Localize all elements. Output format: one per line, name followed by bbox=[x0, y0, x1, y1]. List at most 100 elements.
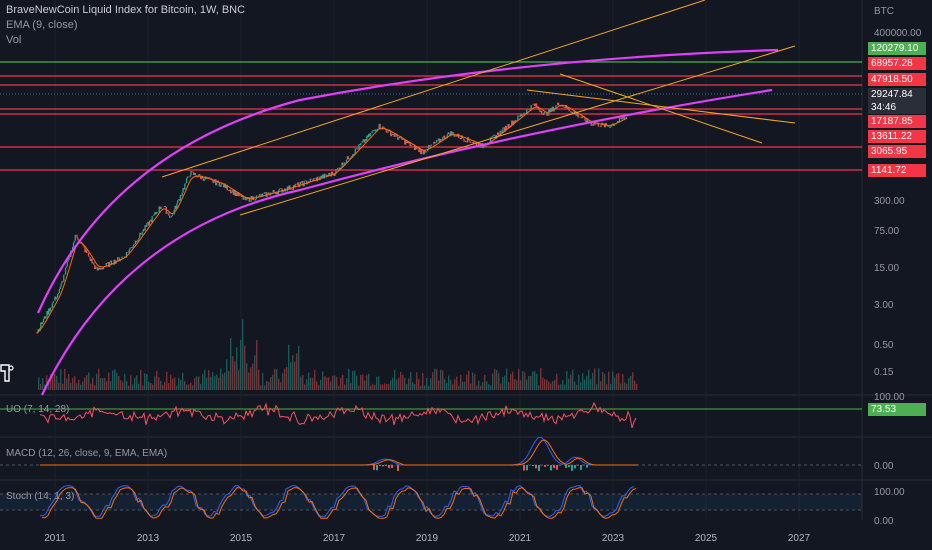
ema-label: EMA (9, close) bbox=[6, 19, 78, 31]
volume-bar bbox=[608, 371, 610, 390]
volume-bar bbox=[162, 384, 164, 390]
volume-bar bbox=[508, 381, 510, 390]
volume-bar bbox=[632, 372, 634, 390]
volume-bar bbox=[596, 384, 598, 390]
volume-bar bbox=[282, 372, 284, 390]
volume-bar bbox=[348, 368, 350, 390]
macd-histogram-bar bbox=[535, 465, 537, 469]
x-tick-2015: 2015 bbox=[230, 533, 253, 544]
volume-bar bbox=[532, 371, 534, 390]
volume-bar bbox=[48, 380, 50, 390]
volume-bar bbox=[150, 382, 152, 390]
volume-bar bbox=[86, 375, 88, 390]
volume-bar bbox=[346, 378, 348, 390]
volume-bar bbox=[500, 383, 502, 390]
volume-bar bbox=[180, 379, 182, 390]
volume-bar bbox=[498, 373, 500, 390]
price-tick-0: 400000.00 bbox=[874, 28, 922, 39]
stoch-k-line bbox=[39, 485, 635, 517]
stoch-band bbox=[0, 494, 862, 510]
volume-bar bbox=[332, 375, 334, 390]
volume-bar bbox=[226, 359, 228, 390]
level-badge-68957: 68957.28 bbox=[868, 57, 926, 70]
volume-bar bbox=[398, 377, 400, 390]
volume-bar bbox=[364, 380, 366, 390]
macd-histogram-bar bbox=[532, 465, 534, 466]
volume-bar bbox=[578, 374, 580, 390]
volume-bar bbox=[144, 373, 146, 390]
uo-axis-top: 100.00 bbox=[874, 392, 905, 403]
volume-bar bbox=[70, 382, 72, 390]
volume-bar bbox=[592, 372, 594, 390]
stoch-axis-bottom: 0.00 bbox=[874, 516, 894, 527]
volume-bar bbox=[406, 384, 408, 390]
volume-bar bbox=[464, 381, 466, 390]
x-tick-2027: 2027 bbox=[788, 533, 811, 544]
volume-bar bbox=[448, 375, 450, 390]
volume-bar bbox=[90, 383, 92, 390]
volume-bar bbox=[572, 369, 574, 390]
volume-bar bbox=[202, 374, 204, 390]
volume-bar bbox=[38, 377, 40, 390]
volume-bar bbox=[524, 372, 526, 390]
volume-bar bbox=[82, 381, 84, 390]
volume-bar bbox=[330, 381, 332, 390]
volume-bar bbox=[192, 385, 194, 390]
volume-bar bbox=[506, 368, 508, 390]
volume-bar bbox=[626, 383, 628, 390]
macd-histogram-bar bbox=[544, 465, 546, 467]
volume-bar bbox=[134, 377, 136, 390]
volume-bar bbox=[450, 379, 452, 390]
volume-bar bbox=[304, 384, 306, 390]
volume-bar bbox=[128, 385, 130, 390]
macd-histogram-bar bbox=[571, 465, 573, 471]
x-tick-2017: 2017 bbox=[323, 533, 346, 544]
volume-bar bbox=[186, 384, 188, 390]
volume-bar bbox=[56, 375, 58, 390]
volume-bar bbox=[434, 368, 436, 390]
volume-bar bbox=[470, 383, 472, 390]
macd-histogram-bar bbox=[553, 465, 555, 469]
volume-bar bbox=[262, 372, 264, 390]
volume-bar bbox=[142, 385, 144, 390]
volume-bar bbox=[188, 384, 190, 390]
volume-bar bbox=[274, 368, 276, 390]
volume-bar bbox=[460, 374, 462, 390]
volume-bar bbox=[138, 383, 140, 390]
volume-bar bbox=[244, 345, 246, 390]
macd-histogram-bar bbox=[556, 465, 558, 470]
macd-histogram-bar bbox=[379, 465, 381, 466]
macd-histogram-bar bbox=[526, 465, 528, 471]
x-tick-2011: 2011 bbox=[44, 533, 66, 544]
volume-bar bbox=[92, 377, 94, 390]
volume-bar bbox=[550, 383, 552, 390]
volume-bar bbox=[190, 382, 192, 390]
volume-bar bbox=[490, 385, 492, 390]
volume-bar bbox=[260, 385, 262, 390]
volume-bar bbox=[488, 384, 490, 390]
macd-histogram-bar bbox=[382, 465, 384, 467]
volume-bar bbox=[148, 381, 150, 390]
volume-bar bbox=[536, 373, 538, 390]
volume-bar bbox=[412, 382, 414, 390]
price-tick-4: 3.00 bbox=[874, 300, 894, 311]
volume-bar bbox=[438, 380, 440, 390]
volume-bar bbox=[60, 369, 62, 390]
volume-bar bbox=[402, 374, 404, 390]
volume-bar bbox=[440, 369, 442, 390]
volume-bar bbox=[340, 377, 342, 390]
volume-bar bbox=[118, 376, 120, 390]
volume-bar bbox=[548, 381, 550, 390]
volume-bar bbox=[272, 374, 274, 390]
volume-bar bbox=[116, 372, 118, 390]
volume-bar bbox=[88, 372, 90, 390]
volume-bar bbox=[372, 383, 374, 390]
price-tick-3: 15.00 bbox=[874, 263, 899, 274]
volume-bar bbox=[252, 363, 254, 390]
volume-bar bbox=[286, 366, 288, 390]
volume-bar bbox=[268, 381, 270, 390]
x-tick-2019: 2019 bbox=[416, 533, 439, 544]
volume-bar bbox=[424, 385, 426, 390]
volume-bar bbox=[624, 382, 626, 390]
